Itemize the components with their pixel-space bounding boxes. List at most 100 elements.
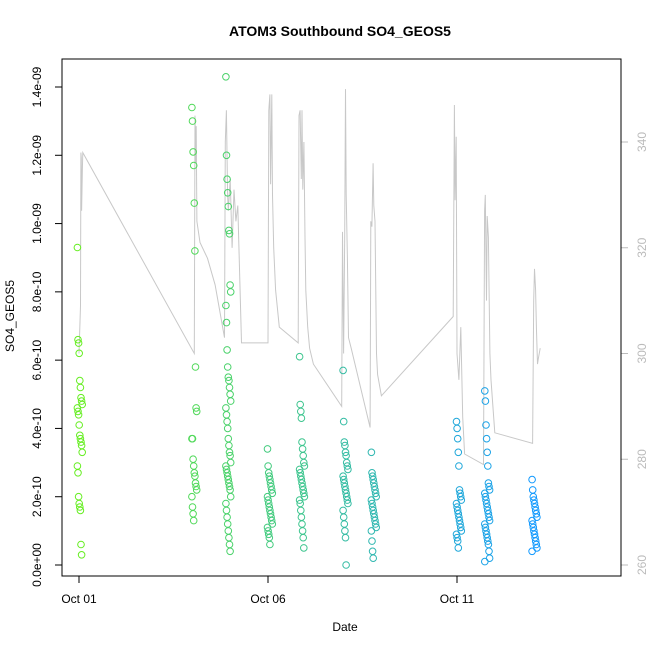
data-point [455,462,463,470]
data-point [299,451,308,460]
data-point [295,352,304,361]
data-point [481,397,490,405]
data-point [368,537,376,545]
y-axis-label: SO4_GEOS5 [3,280,17,352]
data-point [343,462,352,470]
data-point [344,465,352,474]
data-point [77,540,85,549]
data-point [367,448,376,457]
data-point [191,363,200,371]
data-point [189,516,198,525]
data-point [297,513,306,522]
data-point [222,73,230,81]
data-point [223,175,231,183]
data-point [454,544,463,552]
data-point [192,482,200,491]
data-point [452,417,461,426]
data-point [73,462,82,470]
data-point [189,462,198,470]
data-point [223,346,231,354]
data-point [226,547,234,556]
data-point [485,513,493,522]
data-point [222,506,231,515]
data-point [189,161,198,170]
data-point [295,496,304,504]
data-point [340,438,349,446]
data-point [267,486,276,494]
data-point [532,540,541,549]
data-point [77,551,86,559]
y2-tick-label: 300 [635,343,649,363]
data-point [223,417,231,426]
y-tick-label: 1.0e-09 [30,203,44,244]
y2-tick-label: 280 [635,449,649,469]
data-point [222,151,231,160]
data-point [222,404,230,412]
data-point [225,383,234,392]
data-point [73,243,82,252]
y-tick-label: 6.0e-10 [30,339,44,380]
data-point [224,527,233,535]
data-point [456,523,465,532]
data-point [189,455,197,464]
chart-title: ATOM3 Southbound SO4_GEOS5 [229,23,451,39]
y2-tick-label: 340 [635,132,649,152]
data-point [297,414,306,423]
data-point [484,537,492,545]
data-point [264,462,272,470]
data-point [222,301,230,310]
data-point [223,363,232,371]
y-tick-label: 0.0e+00 [30,543,44,587]
data-point [267,516,276,525]
data-point [339,366,347,375]
data-point [341,527,349,535]
data-point [485,482,493,491]
data-point [76,376,84,385]
data-point [74,469,82,477]
data-point [222,411,231,419]
x-tick-label: Oct 01 [61,592,97,606]
data-point [344,499,352,508]
data-point [266,540,274,549]
data-point [76,383,85,392]
data-point [225,441,233,450]
data-point [190,469,199,477]
data-point [223,424,232,433]
data-point [222,318,231,327]
data-point [372,523,381,532]
data-point [371,489,380,498]
data-point [74,339,83,347]
data-point [223,189,232,197]
data-point [481,557,489,566]
data-point [188,117,197,125]
data-point [528,547,536,556]
data-point [225,533,233,542]
data-point [298,438,306,446]
data-point [226,492,235,501]
data-point [225,226,233,235]
data-point [225,540,234,549]
data-point [264,530,273,539]
data-point [367,527,376,535]
data-point [189,510,197,518]
data-point [191,247,199,255]
x-tick-label: Oct 06 [250,592,286,606]
line-series [78,89,541,466]
data-point [222,499,230,508]
data-point [75,421,83,429]
plot-frame [61,58,622,577]
data-point [339,506,347,515]
chart-title-group: ATOM3 Southbound SO4_GEOS5 Date SO4_GEOS… [3,23,451,634]
data-point [297,506,305,515]
data-point [369,554,378,563]
data-point [342,561,350,569]
data-point [453,434,462,443]
data-point [456,492,465,501]
data-point [298,527,307,535]
data-point [300,458,308,467]
data-point [74,492,83,501]
data-point [226,390,234,399]
data-point [223,520,232,528]
data-point [485,554,494,563]
y-tick-label: 1.2e-09 [30,135,44,176]
